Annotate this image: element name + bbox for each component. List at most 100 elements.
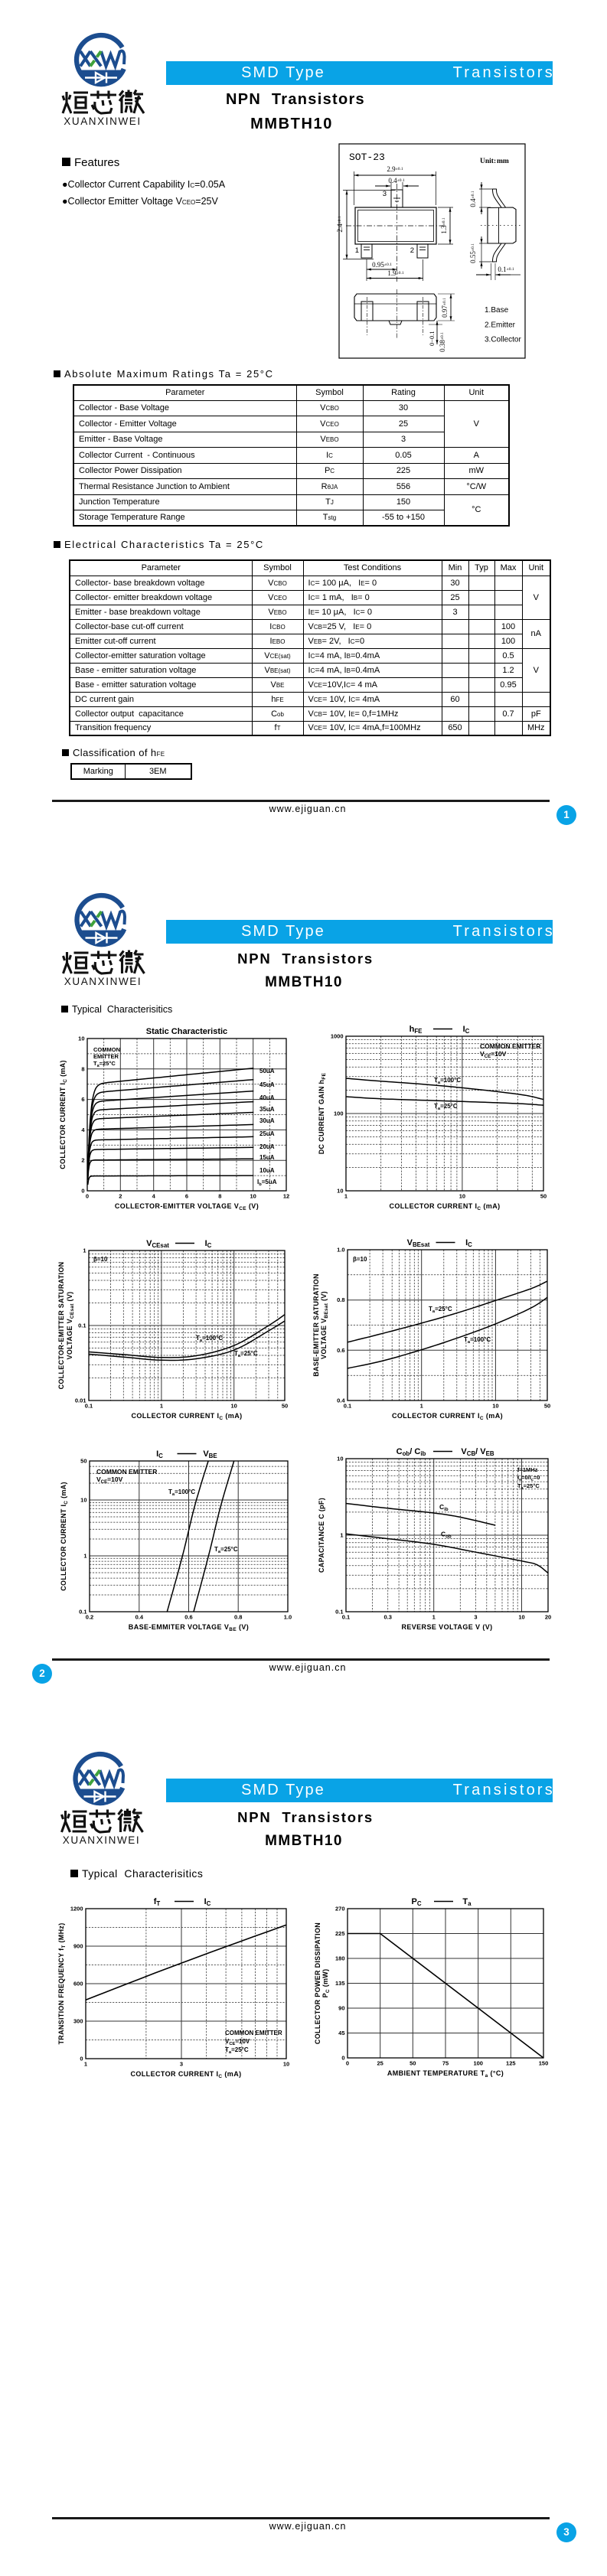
svg-text:0.4±0.1: 0.4±0.1: [469, 191, 477, 207]
svg-text:1: 1: [432, 1614, 436, 1621]
svg-text:1.Base: 1.Base: [485, 306, 509, 315]
svg-text:10: 10: [231, 1403, 237, 1410]
svg-text:VCE=10V: VCE=10V: [480, 1050, 507, 1059]
svg-text:COLLECTOR CURRENT IC (mA: COLLECTOR CURRENT IC (mA): [59, 1060, 68, 1169]
svg-text:Cob/ Cib: Cob/ Cib: [397, 1447, 426, 1457]
svg-text:2: 2: [81, 1157, 84, 1164]
svg-text:XUANXINWEI: XUANXINWEI: [64, 976, 142, 987]
svg-text:900: 900: [73, 1943, 83, 1950]
svg-text:COMMON: COMMON: [93, 1046, 120, 1053]
svg-text:0: 0: [86, 1193, 89, 1200]
svg-text:0.1±0.1: 0.1±0.1: [498, 266, 514, 273]
svg-text:0.38±0.1: 0.38±0.1: [439, 332, 446, 352]
svg-text:3: 3: [474, 1614, 477, 1621]
svg-text:0.95±0.1: 0.95±0.1: [372, 261, 392, 269]
svg-text:IC: IC: [463, 1025, 470, 1035]
svg-text:300: 300: [73, 2018, 83, 2025]
svg-text:Ta=25°C: Ta=25°C: [434, 1103, 458, 1111]
svg-text:12: 12: [283, 1193, 289, 1200]
svg-text:0.1: 0.1: [342, 1614, 350, 1621]
svg-text:fT: fT: [154, 1897, 161, 1907]
svg-text:0.6: 0.6: [337, 1347, 344, 1354]
svg-text:25uA: 25uA: [259, 1130, 275, 1137]
svg-text:0: 0: [346, 2060, 349, 2067]
svg-text:Ta=25°C: Ta=25°C: [214, 1546, 238, 1554]
svg-text:1: 1: [344, 1193, 348, 1200]
svg-text:REVERSE VOLTAGE V (V): REVERSE VOLTAGE V (V): [401, 1623, 492, 1631]
svg-text:1000: 1000: [331, 1033, 344, 1040]
svg-text:Ta: Ta: [462, 1897, 472, 1907]
svg-text:1.3±0.1: 1.3±0.1: [440, 217, 448, 233]
svg-text:3.Collector: 3.Collector: [485, 336, 521, 344]
svg-text:8: 8: [218, 1193, 221, 1200]
svg-text:VCE=10V: VCE=10V: [96, 1475, 123, 1485]
svg-text:PC: PC: [411, 1897, 421, 1907]
svg-text:50: 50: [410, 2060, 416, 2067]
svg-text:10: 10: [283, 2061, 289, 2068]
svg-text:COLLECTOR CURRENT IC (mA: COLLECTOR CURRENT IC (mA): [60, 1482, 69, 1591]
svg-text:1.0: 1.0: [284, 1614, 292, 1621]
svg-text:1: 1: [355, 246, 359, 255]
svg-text:8: 8: [81, 1065, 84, 1072]
svg-text:XUANXINWEI: XUANXINWEI: [63, 1834, 141, 1846]
svg-text:20: 20: [545, 1614, 551, 1621]
svg-text:150: 150: [539, 2060, 549, 2067]
svg-text:0.1: 0.1: [78, 1322, 86, 1329]
svg-text:COLLECTOR POWER DISSIPATION: COLLECTOR POWER DISSIPATION: [314, 1922, 321, 2044]
svg-text:DC CURRENT GAIN hFE: DC CURRENT GAIN hFE: [318, 1072, 327, 1154]
svg-text:COLLECTOR CURRENT IC (mA): COLLECTOR CURRENT IC (mA): [392, 1412, 503, 1421]
svg-text:0.1: 0.1: [335, 1609, 343, 1616]
svg-text:BASE-EMITTER SATURATION: BASE-EMITTER SATURATION: [312, 1273, 320, 1377]
svg-text:2.Emitter: 2.Emitter: [485, 321, 516, 330]
svg-text:SOT-23: SOT-23: [349, 152, 385, 163]
svg-text:40uA: 40uA: [259, 1094, 275, 1101]
svg-text:135: 135: [335, 1980, 345, 1987]
svg-text:15uA: 15uA: [259, 1154, 275, 1161]
svg-text:2: 2: [410, 246, 414, 255]
svg-text:Ta=100°C: Ta=100°C: [464, 1336, 491, 1345]
svg-text:4: 4: [152, 1193, 156, 1200]
svg-text:hFE: hFE: [410, 1025, 423, 1035]
svg-text:VCB/ VEB: VCB/ VEB: [461, 1447, 494, 1457]
svg-text:Ta=100°C: Ta=100°C: [168, 1489, 195, 1497]
svg-text:10: 10: [80, 1497, 86, 1504]
svg-text:0: 0: [80, 2056, 83, 2062]
svg-text:3: 3: [383, 190, 387, 198]
svg-text:Ta=25°C: Ta=25°C: [225, 2046, 249, 2055]
svg-text:COMMON EMITTER: COMMON EMITTER: [96, 1468, 157, 1475]
svg-text:0.6: 0.6: [184, 1614, 192, 1621]
svg-text:IC: IC: [465, 1238, 472, 1248]
svg-text:6: 6: [81, 1096, 84, 1103]
svg-text:0.8: 0.8: [337, 1296, 344, 1303]
svg-text:4: 4: [81, 1127, 85, 1133]
svg-text:1: 1: [83, 1247, 86, 1254]
svg-text:PC (mW): PC (mW): [321, 1969, 331, 1998]
svg-text:10: 10: [337, 1188, 343, 1195]
svg-text:Cob: Cob: [441, 1531, 452, 1540]
svg-text:35uA: 35uA: [259, 1106, 275, 1113]
svg-text:Ta=100°C: Ta=100°C: [434, 1077, 461, 1085]
svg-text:90: 90: [338, 2005, 344, 2012]
svg-text:Ta=25°C: Ta=25°C: [93, 1060, 116, 1068]
svg-text:COLLECTOR CURRENT IC (mA): COLLECTOR CURRENT IC (mA): [131, 1412, 242, 1421]
svg-text:IC: IC: [205, 1239, 212, 1249]
svg-text:0.4: 0.4: [337, 1397, 345, 1404]
svg-text:50: 50: [540, 1193, 547, 1200]
svg-text:VCEsat: VCEsat: [146, 1239, 169, 1249]
svg-text:CAPACITANCE C (pF): CAPACITANCE C (pF): [318, 1498, 325, 1573]
svg-text:10uA: 10uA: [259, 1167, 275, 1174]
svg-text:2: 2: [119, 1193, 122, 1200]
svg-text:AMBIENT TEMPERATURE Ta (°C: AMBIENT TEMPERATURE Ta (°C): [387, 2069, 504, 2079]
svg-text:TRANSITION FREQUENCY fT (M: TRANSITION FREQUENCY fT (MHz): [57, 1922, 67, 2044]
svg-text:0.8: 0.8: [234, 1614, 242, 1621]
svg-text:Ta=25°C: Ta=25°C: [234, 1350, 258, 1358]
svg-text:COMMON EMITTER: COMMON EMITTER: [480, 1042, 540, 1050]
svg-text:6: 6: [185, 1193, 188, 1200]
svg-text:COLLECTOR-EMITTER SATURATION: COLLECTOR-EMITTER SATURATION: [57, 1262, 65, 1390]
svg-text:10: 10: [459, 1193, 465, 1200]
svg-text:EMITTER: EMITTER: [93, 1053, 119, 1060]
svg-text:100: 100: [334, 1110, 344, 1117]
svg-text:75: 75: [442, 2060, 449, 2067]
svg-text:10: 10: [518, 1614, 524, 1621]
svg-text:2.4±0.1: 2.4±0.1: [336, 216, 344, 232]
